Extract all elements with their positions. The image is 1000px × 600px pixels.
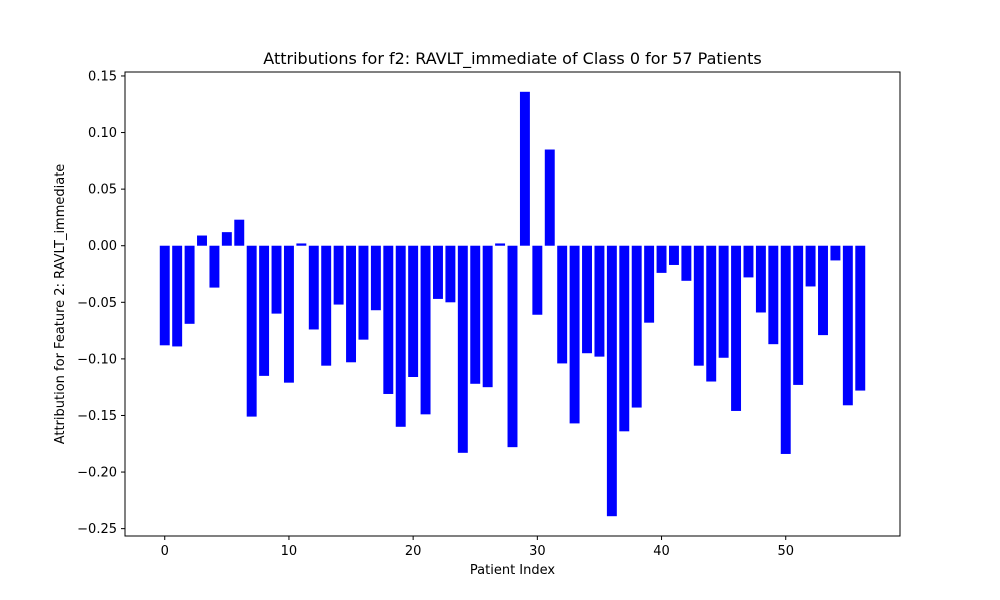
y-tick-label: −0.15 xyxy=(77,409,117,424)
bar-patient-50 xyxy=(780,245,791,454)
bar-patient-53 xyxy=(818,245,828,336)
bar-patient-45 xyxy=(718,245,729,358)
bar-patient-46 xyxy=(731,245,742,411)
x-tick-label: 40 xyxy=(653,544,670,559)
x-tick-label: 20 xyxy=(405,544,422,559)
bar-patient-38 xyxy=(631,245,642,408)
bar-patient-44 xyxy=(706,245,717,382)
bar-patient-43 xyxy=(693,245,704,366)
bar-patient-25 xyxy=(470,245,481,384)
bar-patient-24 xyxy=(457,245,468,453)
bar-patient-51 xyxy=(793,245,804,385)
bar-patient-28 xyxy=(507,245,518,448)
y-tick-label: 0.00 xyxy=(88,239,117,254)
y-tick-label: 0.15 xyxy=(88,69,117,84)
y-axis-label: Attribution for Feature 2: RAVLT_immedia… xyxy=(53,164,68,445)
x-tick-label: 30 xyxy=(529,544,546,559)
bar-patient-8 xyxy=(259,245,270,376)
y-tick-label: −0.05 xyxy=(77,296,117,311)
x-axis-label: Patient Index xyxy=(470,563,555,578)
bar-patient-54 xyxy=(830,245,841,261)
bar-patient-13 xyxy=(321,245,332,366)
plot-frame xyxy=(124,71,901,537)
bar-patient-0 xyxy=(159,245,170,346)
y-axis-ticks: 0.15 0.10 0.05 0.00 −0.05 −0.10 −0.15 −0.20 −0.2… xyxy=(77,69,125,537)
bars-group xyxy=(159,91,866,517)
bar-patient-32 xyxy=(557,245,568,364)
bar-patient-37 xyxy=(619,245,630,432)
bar-patient-34 xyxy=(582,245,592,354)
bar-patient-12 xyxy=(308,245,319,330)
bar-patient-40 xyxy=(656,245,667,273)
chart-title: Attributions for f2: RAVLT_immediate of … xyxy=(263,49,761,69)
bar-patient-17 xyxy=(370,245,381,311)
bar-patient-55 xyxy=(842,245,853,406)
bar-patient-49 xyxy=(768,245,779,345)
x-tick-label: 50 xyxy=(777,544,794,559)
bar-patient-5 xyxy=(221,232,232,246)
y-tick-label: 0.05 xyxy=(88,183,117,198)
bar-patient-19 xyxy=(395,245,406,427)
y-tick-label: −0.10 xyxy=(77,352,117,367)
bar-patient-11 xyxy=(296,243,307,246)
y-tick-label: −0.20 xyxy=(77,466,117,481)
bar-patient-1 xyxy=(172,245,183,347)
bar-patient-20 xyxy=(408,245,419,377)
bar-patient-39 xyxy=(644,245,655,323)
bar-patient-36 xyxy=(606,245,617,517)
bar-patient-23 xyxy=(445,245,456,303)
bar-patient-27 xyxy=(495,243,506,246)
bar-patient-2 xyxy=(184,245,195,324)
bar-patient-35 xyxy=(594,245,605,357)
y-tick-label: 0.10 xyxy=(88,126,117,141)
bar-patient-47 xyxy=(743,245,754,278)
x-axis-ticks: 0 10 20 30 40 50 xyxy=(161,536,794,559)
bar-patient-15 xyxy=(346,245,357,363)
bar-patient-41 xyxy=(668,245,679,265)
bar-patient-33 xyxy=(569,245,580,424)
bar-patient-14 xyxy=(333,245,344,305)
bar-patient-16 xyxy=(358,245,369,340)
bar-patient-42 xyxy=(681,245,692,281)
bar-patient-22 xyxy=(433,245,443,299)
bar-patient-18 xyxy=(383,245,394,394)
x-tick-label: 0 xyxy=(161,544,169,559)
bar-patient-6 xyxy=(234,219,245,246)
bar-patient-30 xyxy=(532,245,543,315)
bar-patient-21 xyxy=(420,245,431,415)
x-tick-label: 10 xyxy=(281,544,298,559)
bar-patient-9 xyxy=(271,245,282,314)
bar-patient-31 xyxy=(544,149,555,246)
bar-patient-10 xyxy=(283,245,294,383)
bar-patient-3 xyxy=(197,235,207,246)
bar-patient-48 xyxy=(755,245,766,313)
bar-patient-7 xyxy=(246,245,257,417)
bar-patient-52 xyxy=(805,245,816,287)
y-tick-label: −0.25 xyxy=(77,522,117,537)
bar-patient-26 xyxy=(482,245,493,388)
bar-patient-29 xyxy=(519,91,530,246)
bar-patient-56 xyxy=(855,245,866,391)
bar-patient-4 xyxy=(209,245,220,288)
